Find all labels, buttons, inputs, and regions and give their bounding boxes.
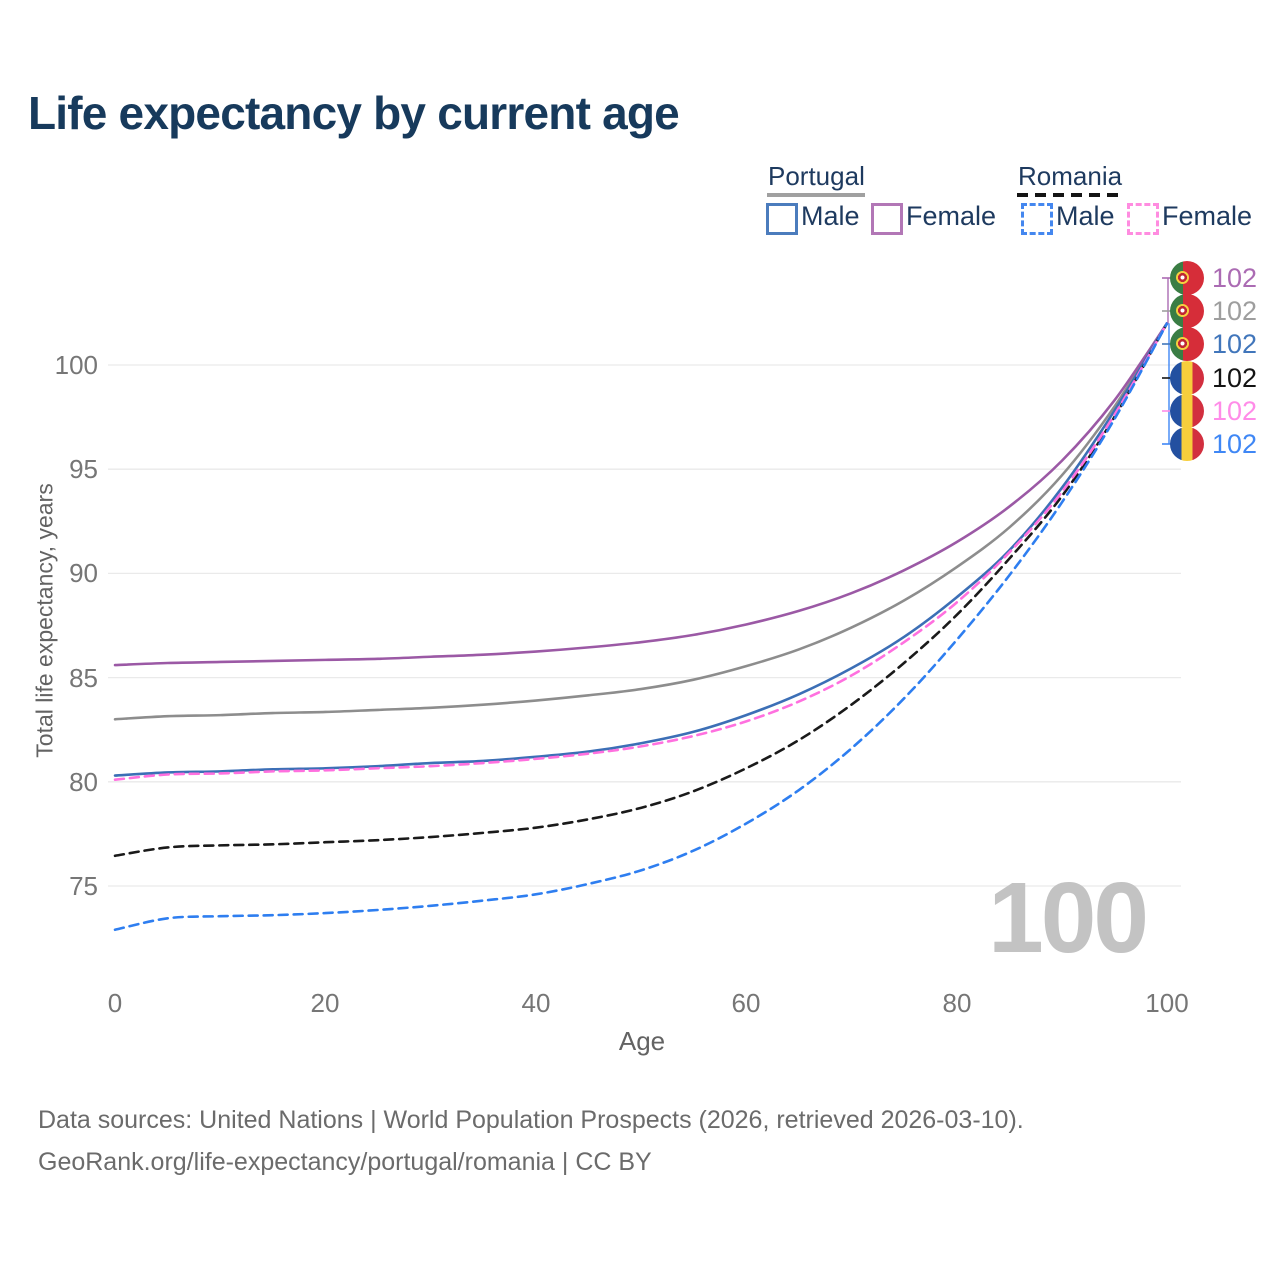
portugal-flag-icon — [1170, 261, 1204, 295]
end-value: 102 — [1212, 363, 1258, 393]
end-label-portugal-male: 102 — [1170, 327, 1257, 361]
legend-group-romania-label[interactable]: Romania — [1018, 161, 1123, 191]
end-label-portugal-female: 102 — [1170, 261, 1257, 295]
x-axis-title: Age — [618, 1026, 666, 1056]
end-value: 102 — [1212, 429, 1258, 459]
legend-label-portugal-male[interactable]: Male — [801, 201, 860, 231]
y-tick-80: 80 — [69, 767, 98, 797]
series-line-portugal-both-sexes[interactable] — [113, 322, 1169, 721]
x-tick-0: 0 — [107, 988, 123, 1018]
series-line-portugal-female[interactable] — [113, 322, 1169, 667]
series-line-portugal-male[interactable] — [113, 322, 1169, 777]
legend-swatch-romania-female[interactable] — [1127, 203, 1159, 235]
x-tick-40: 40 — [521, 988, 551, 1018]
y-tick-75: 75 — [69, 871, 98, 901]
data-sources-text: Data sources: United Nations | World Pop… — [38, 1106, 1024, 1134]
attribution-text: GeoRank.org/life-expectancy/portugal/rom… — [38, 1148, 652, 1176]
legend-swatch-portugal-male[interactable] — [766, 203, 798, 235]
romania-flag-icon — [1170, 361, 1204, 395]
series-line-romania-both-sexes[interactable] — [113, 322, 1169, 858]
end-label-portugal-both: 102 — [1170, 294, 1257, 328]
legend-romania-dashed-line-sample — [1017, 193, 1122, 197]
legend-portugal-solid-line-sample — [767, 193, 865, 197]
legend-group-portugal-label[interactable]: Portugal — [768, 161, 865, 191]
x-tick-60: 60 — [731, 988, 761, 1018]
legend-label-romania-female[interactable]: Female — [1162, 201, 1253, 231]
end-value: 102 — [1212, 329, 1258, 359]
x-tick-100: 100 — [1145, 988, 1189, 1018]
portugal-flag-icon — [1170, 294, 1204, 328]
series-line-romania-female[interactable] — [113, 322, 1169, 782]
end-value: 102 — [1212, 396, 1258, 426]
y-tick-95: 95 — [69, 454, 98, 484]
legend-swatch-romania-male[interactable] — [1021, 203, 1053, 235]
end-label-romania-male: 102 — [1170, 427, 1257, 461]
x-tick-80: 80 — [942, 988, 972, 1018]
end-label-romania-female: 102 — [1170, 394, 1257, 428]
x-tick-20: 20 — [310, 988, 340, 1018]
end-label-romania-both: 102 — [1170, 361, 1257, 395]
legend-label-portugal-female[interactable]: Female — [906, 201, 997, 231]
portugal-flag-icon — [1170, 327, 1204, 361]
romania-flag-icon — [1170, 394, 1204, 428]
end-value: 102 — [1212, 263, 1258, 293]
end-value: 102 — [1212, 296, 1258, 326]
y-tick-100: 100 — [54, 350, 98, 380]
legend-swatch-portugal-female[interactable] — [871, 203, 903, 235]
legend-label-romania-male[interactable]: Male — [1056, 201, 1115, 231]
age-watermark: 100 — [988, 862, 1149, 974]
series-line-romania-male[interactable] — [113, 322, 1169, 932]
page-title: Life expectancy by current age — [28, 87, 680, 139]
y-tick-85: 85 — [69, 663, 98, 693]
y-tick-90: 90 — [69, 558, 98, 588]
romania-flag-icon — [1170, 427, 1204, 461]
